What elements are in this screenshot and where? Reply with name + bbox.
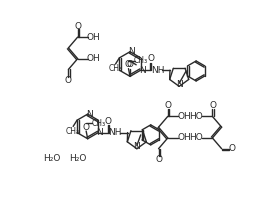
Text: O: O (229, 144, 236, 153)
Text: O: O (125, 60, 132, 69)
Text: OH: OH (87, 33, 101, 42)
Text: CH₃: CH₃ (134, 56, 148, 65)
Text: N: N (176, 80, 183, 89)
Text: O: O (155, 155, 162, 164)
Text: CH₃: CH₃ (109, 64, 122, 73)
Text: CH₃: CH₃ (66, 127, 80, 136)
Text: O: O (164, 101, 171, 110)
Text: O: O (105, 117, 112, 126)
Text: O: O (147, 54, 154, 63)
Text: H₂O: H₂O (43, 154, 61, 163)
Text: O: O (210, 101, 217, 110)
Text: O: O (65, 76, 72, 85)
Text: N: N (96, 128, 103, 137)
Text: N: N (128, 47, 135, 56)
Text: HO: HO (189, 112, 203, 121)
Text: NH: NH (109, 128, 122, 137)
Text: H₂O: H₂O (69, 154, 86, 163)
Text: HO: HO (189, 133, 203, 142)
Text: OH: OH (177, 112, 191, 121)
Text: O: O (127, 60, 134, 69)
Text: N: N (134, 142, 140, 151)
Text: OH: OH (177, 133, 191, 142)
Text: O: O (74, 22, 81, 31)
Text: NH: NH (151, 66, 164, 75)
Text: O: O (83, 123, 90, 132)
Text: N: N (86, 110, 93, 119)
Text: N: N (139, 66, 146, 75)
Text: OH: OH (87, 54, 101, 63)
Text: CH₃: CH₃ (91, 119, 106, 128)
